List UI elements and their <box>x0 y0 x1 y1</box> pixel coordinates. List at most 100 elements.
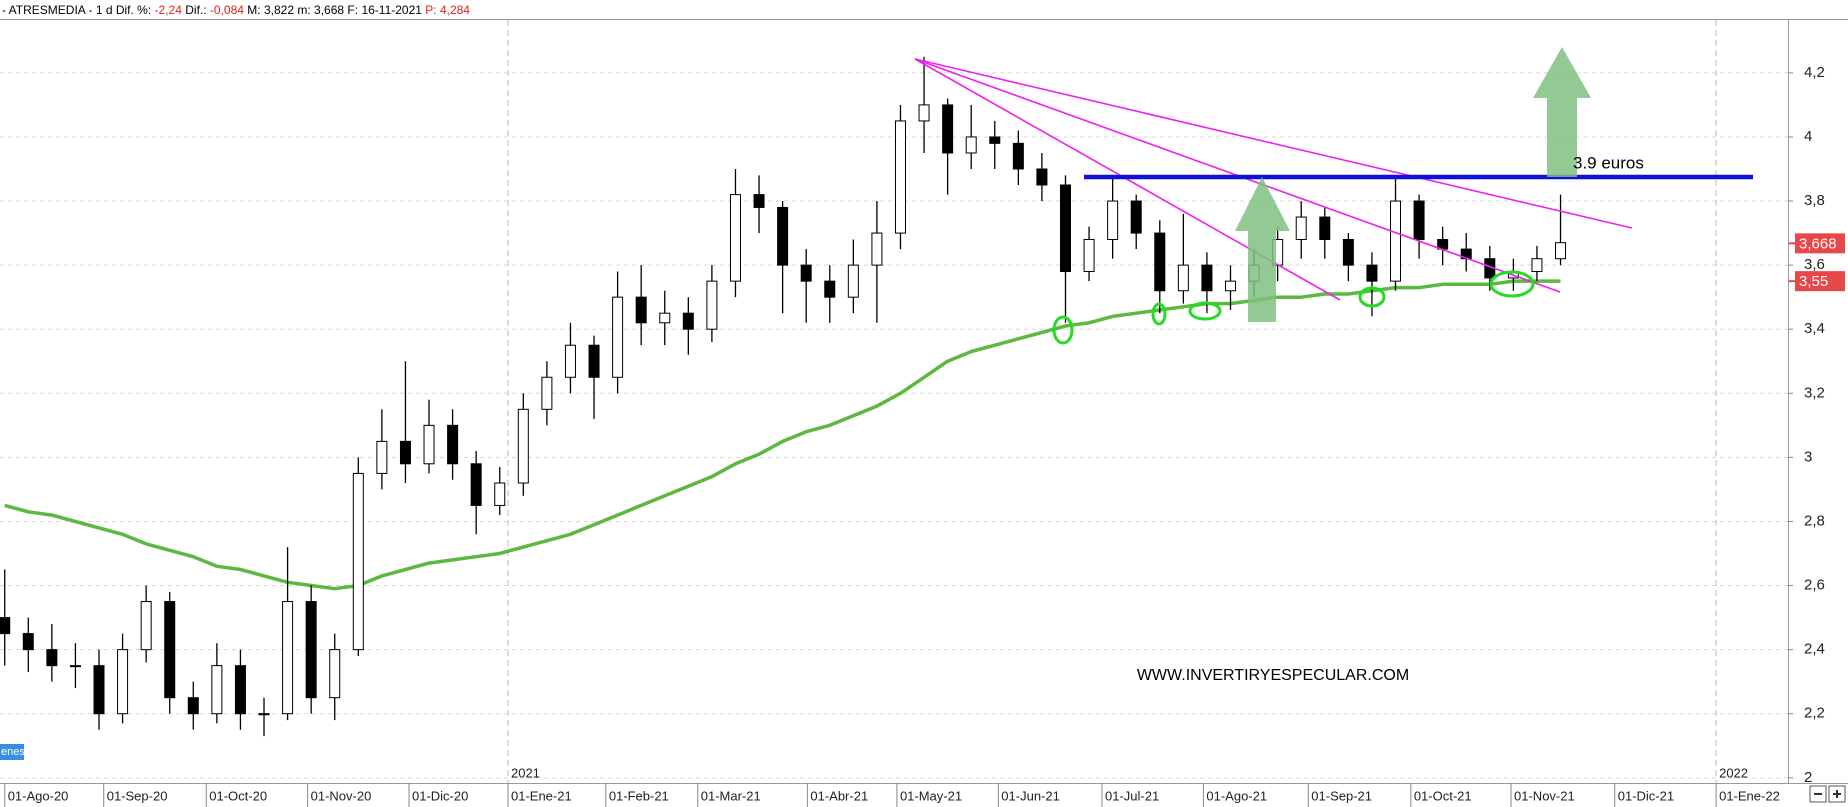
moving-average <box>4 279 1561 591</box>
x-tick-label: 01-Nov-20 <box>311 788 372 803</box>
candle-body <box>517 408 529 484</box>
candle-body <box>1059 184 1071 273</box>
candle-body <box>1295 216 1307 240</box>
dif-pct-label: Dif. %: <box>116 3 151 17</box>
candle-body <box>1413 200 1425 240</box>
year-label: 2022 <box>1719 765 1748 780</box>
candle-body <box>965 136 977 154</box>
candle-body <box>0 617 11 635</box>
y-tick-label: 2,8 <box>1804 512 1825 529</box>
support-circle <box>1151 302 1167 326</box>
dif-pct: -2,24 <box>155 3 183 17</box>
support-circle <box>1188 301 1222 321</box>
candle-body <box>470 463 482 506</box>
x-tick-label: 01-Ago-21 <box>1206 788 1267 803</box>
header-text: - ATRESMEDIA - 1 d Dif. %: -2,24 Dif.: -… <box>2 3 470 17</box>
candle-body <box>729 194 741 282</box>
candle-body <box>1319 216 1331 240</box>
price-tag-label: 3,668 <box>1799 235 1837 252</box>
candle-body <box>1531 258 1543 273</box>
x-tick-label: 01-Dic-20 <box>412 788 468 803</box>
y-tick-label: 2,6 <box>1804 577 1825 594</box>
min: 3,668 <box>314 3 344 17</box>
candle-body <box>22 633 34 651</box>
price-tag <box>1795 271 1845 292</box>
support-circle <box>1489 270 1535 298</box>
y-tick-label: 2,2 <box>1804 705 1825 722</box>
candle-body <box>1390 200 1402 282</box>
x-tick-label: 01-Jun-21 <box>1001 788 1060 803</box>
tag-box <box>0 744 24 760</box>
arrow-up <box>1533 47 1591 177</box>
x-tick-label: 01-Mar-21 <box>701 788 761 803</box>
x-tick-label: 01-Sep-20 <box>107 788 168 803</box>
analysis-overlay: 3.9 euros WWW.INVERTIRYESPECULAR.COM ene… <box>0 47 1753 760</box>
x-tick-label: 01-Dic-21 <box>1618 788 1674 803</box>
candle-body <box>376 440 388 474</box>
candle-body <box>1342 238 1354 266</box>
candle-body <box>753 194 765 208</box>
y-tick-label: 3,8 <box>1804 192 1825 209</box>
candle-body <box>494 482 506 506</box>
candle-body <box>1225 280 1237 292</box>
candle-body <box>871 232 883 266</box>
x-tick-label: 01-Ene-22 <box>1719 788 1780 803</box>
level-label: 3.9 euros <box>1573 153 1644 172</box>
last-price: P: 4,284 <box>425 3 470 17</box>
candle-body <box>1177 264 1189 292</box>
candle-body <box>1201 264 1213 292</box>
y-tick-label: 3,2 <box>1804 384 1825 401</box>
candle-body <box>706 280 718 330</box>
x-tick-label: 01-Oct-20 <box>209 788 267 803</box>
candle-body <box>69 665 81 668</box>
x-tick-label: 01-Feb-21 <box>609 788 669 803</box>
candle-body <box>1083 238 1095 273</box>
candle-body <box>588 344 600 378</box>
candle-body <box>635 296 647 324</box>
x-tick-label: 01-Jul-21 <box>1105 788 1159 803</box>
candle-body <box>1012 142 1024 170</box>
x-tick-label: 01-Ago-20 <box>8 788 69 803</box>
candle-body <box>46 649 58 667</box>
candle-body <box>989 136 1001 144</box>
candle-body <box>847 264 859 298</box>
date: 16-11-2021 <box>361 3 422 17</box>
x-tick-label: 01-Abr-21 <box>810 788 868 803</box>
y-tick-label: 4 <box>1804 128 1812 145</box>
candle-body <box>447 424 459 465</box>
min-label: m: <box>297 3 310 17</box>
y-tick-label: 3,4 <box>1804 320 1825 337</box>
candle-body <box>894 120 906 234</box>
candle-body <box>1555 242 1567 260</box>
candle-body <box>541 376 553 410</box>
arrow-up <box>1235 177 1290 322</box>
period: 1 d <box>96 3 113 17</box>
candle-body <box>659 312 671 324</box>
candle-body <box>93 665 105 715</box>
y-tick-label: 4,2 <box>1804 64 1825 81</box>
price-tag <box>1795 233 1845 254</box>
candle-body <box>1036 168 1048 186</box>
price-tag-label: 3,55 <box>1799 273 1828 290</box>
candle-body <box>682 312 694 330</box>
candle-body <box>117 649 129 715</box>
candle-body <box>282 601 294 715</box>
candle-body <box>399 440 411 465</box>
candle-body <box>234 665 246 715</box>
tag: enes <box>1 746 25 758</box>
candle-body <box>777 206 789 266</box>
candle-body <box>329 649 341 699</box>
axis-layer: 2 2,2 2,4 2,6 2,8 3 3,2 3,4 3,6 3,8 4 4,2 01-Ago-20 0… <box>4 64 1845 807</box>
candle-body <box>942 104 954 154</box>
candle-body <box>258 713 270 716</box>
candle-body <box>1107 200 1119 240</box>
candle-body <box>1130 200 1142 234</box>
x-tick-label: 01-Oct-21 <box>1414 788 1472 803</box>
candle-body <box>305 601 317 699</box>
ma-layer <box>4 279 1561 591</box>
candle-body <box>352 472 364 651</box>
max: 3,822 <box>264 3 294 17</box>
website: WWW.INVERTIRYESPECULAR.COM <box>1137 667 1409 684</box>
